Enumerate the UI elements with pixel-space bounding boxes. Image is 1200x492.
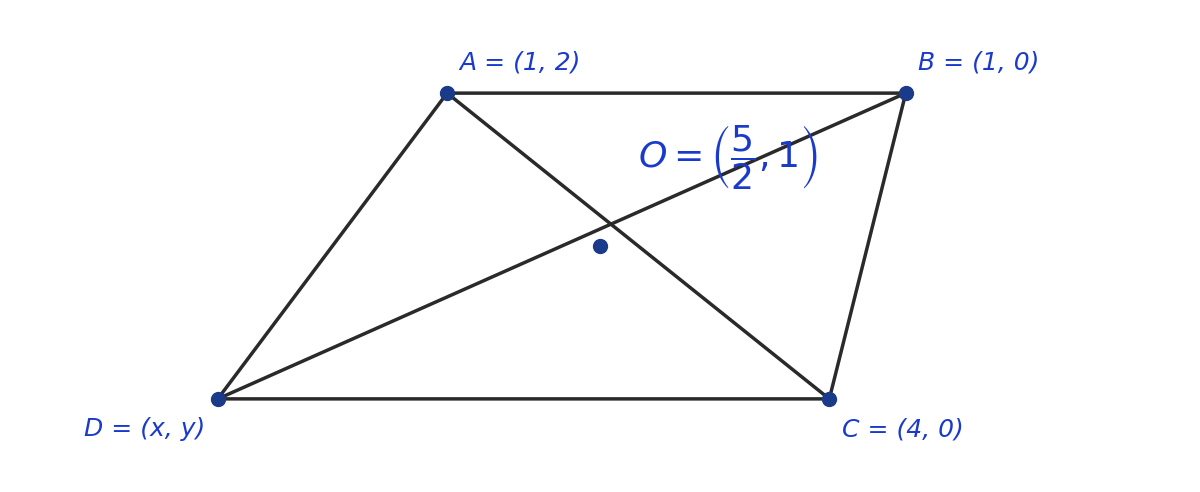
Text: A = (1, 2): A = (1, 2)	[460, 51, 581, 75]
Text: C = (4, 0): C = (4, 0)	[841, 417, 964, 441]
Text: B = (1, 0): B = (1, 0)	[918, 51, 1039, 75]
Text: D = (x, y): D = (x, y)	[84, 417, 205, 441]
Text: $O = \left(\dfrac{5}{2}, 1\right)$: $O = \left(\dfrac{5}{2}, 1\right)$	[638, 124, 818, 192]
